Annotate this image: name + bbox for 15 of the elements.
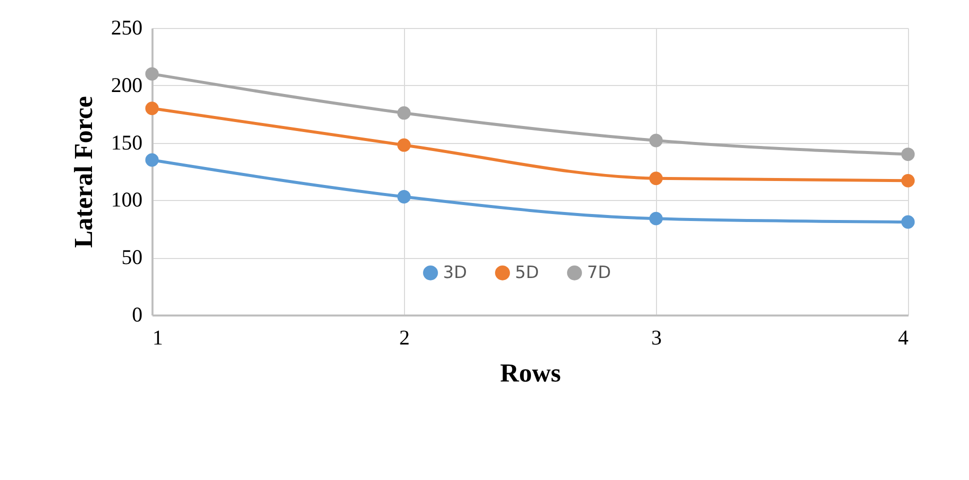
y-tick-label: 150 — [111, 130, 142, 154]
y-tick-label: 0 — [132, 302, 142, 326]
y-tick-label: 100 — [111, 188, 142, 212]
x-tick-label: 3 — [651, 326, 662, 350]
legend-label: 7D — [587, 262, 611, 283]
x-axis-title: Rows — [500, 358, 561, 388]
legend-label: 5D — [515, 262, 539, 283]
x-tick-label: 1 — [152, 326, 163, 350]
y-axis-title: Lateral Force — [69, 96, 98, 248]
y-tick-label: 250 — [111, 16, 142, 40]
y-tick-label: 200 — [111, 72, 142, 97]
legend-label: 3D — [443, 262, 467, 283]
x-tick-label: 2 — [399, 326, 410, 350]
y-tick-label: 50 — [122, 245, 142, 270]
x-tick-label: 4 — [898, 326, 909, 350]
